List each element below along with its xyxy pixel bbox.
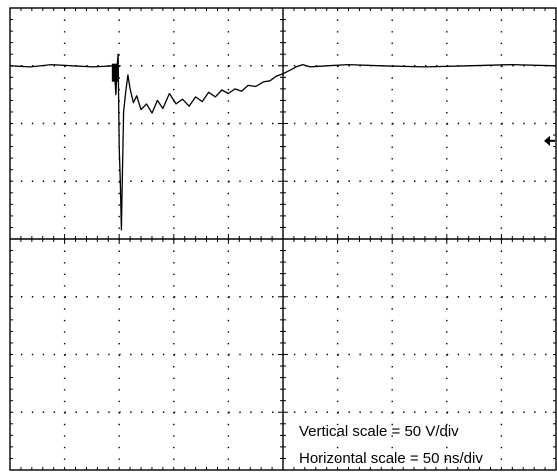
vertical-scale-label: Vertical scale = 50 V/div xyxy=(299,423,459,440)
waveform-trace xyxy=(9,53,557,231)
horizontal-scale-label: Horizontal scale = 50 ns/div xyxy=(299,450,483,467)
graticule xyxy=(9,7,557,471)
marker-layer xyxy=(111,63,555,146)
trigger-marker xyxy=(111,63,118,82)
waveform-layer xyxy=(9,53,557,231)
ground-reference-arrow xyxy=(544,135,550,146)
